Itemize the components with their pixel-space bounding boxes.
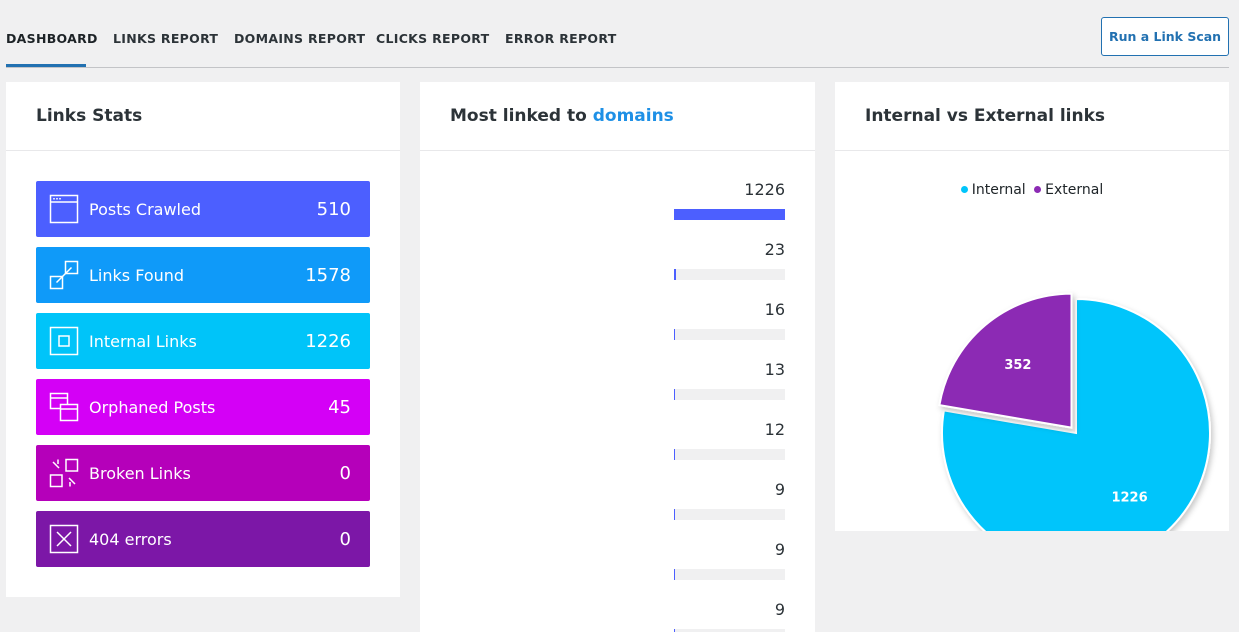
card-title-text: Most linked to [450,106,587,126]
stat-value: 0 [339,462,351,484]
stat-value: 1226 [305,330,351,352]
nav-divider [6,67,1229,68]
tab-links-report[interactable]: LINKS REPORT [113,31,219,46]
card-title: Internal vs External links [865,106,1106,126]
domain-bar-fill [674,569,675,580]
stat-links-found[interactable]: Links Found 1578 [36,247,370,303]
pie-label-external: 352 [1004,358,1031,373]
broken-link-icon [49,458,79,488]
stat-value: 0 [339,528,351,550]
stat-internal-links[interactable]: Internal Links 1226 [36,313,370,369]
domain-bar-fill [674,629,675,632]
tab-error-report[interactable]: ERROR REPORT [505,31,617,46]
stat-label: Posts Crawled [89,199,201,219]
domain-bar-track [674,389,785,400]
domain-count: 9 [774,540,785,559]
pie-legend: Internal External [835,182,1229,198]
browser-window-icon [49,194,79,224]
stat-label: Links Found [89,265,185,285]
domain-bar-fill [674,389,676,400]
legend-item-internal[interactable]: Internal [960,182,1026,198]
domain-bar-fill [674,269,677,280]
stat-label: Orphaned Posts [89,397,216,417]
domain-count: 1226 [744,180,785,199]
domain-bar-fill [674,329,676,340]
domain-count: 9 [774,600,785,619]
active-tab-indicator [6,64,86,67]
legend-label: External [1045,182,1104,198]
domain-bar-track [674,209,785,220]
stat-value: 1578 [305,264,351,286]
stat-orphaned-posts[interactable]: Orphaned Posts 45 [36,379,370,435]
stat-value: 45 [328,396,351,418]
legend-dot [960,186,968,193]
domain-bar-track [674,329,785,340]
card-header: Internal vs External links [835,82,1229,151]
card-title: Links Stats [36,106,143,126]
most-linked-domains-card: Most linked to domains 1226 23 16 13 12 9 9 9 [420,82,815,632]
card-header: Most linked to domains [420,82,815,151]
legend-dot [1034,186,1042,193]
domain-bar-fill [674,509,675,520]
domain-bar-fill [674,209,785,220]
domain-count: 13 [764,360,785,379]
domain-count: 12 [764,420,785,439]
pie-slice-external[interactable] [938,292,1073,429]
links-stats-card: Links Stats Posts Crawled 510 Links Foun… [6,82,400,597]
top-navigation: DASHBOARD LINKS REPORT DOMAINS REPORT CL… [0,0,1239,68]
stat-posts-crawled[interactable]: Posts Crawled 510 [36,181,370,237]
domain-count: 16 [764,300,785,319]
tab-clicks-report[interactable]: CLICKS REPORT [376,31,490,46]
run-link-scan-button[interactable]: Run a Link Scan [1101,17,1229,56]
domain-count: 9 [774,480,785,499]
pie-slice-internal[interactable] [941,297,1211,531]
close-box-icon [49,524,79,554]
legend-label: Internal [971,182,1026,198]
domain-bar-track [674,449,785,460]
card-title: Most linked to domains [450,106,674,126]
internal-vs-external-card: Internal vs External links Internal Exte… [835,82,1229,531]
link-icon [49,260,79,290]
tab-domains-report[interactable]: DOMAINS REPORT [234,31,366,46]
domains-link[interactable]: domains [592,106,674,126]
legend-item-external[interactable]: External [1034,182,1103,198]
domain-bar-track [674,629,785,632]
domain-bar-track [674,509,785,520]
pie-label-internal: 1226 [1111,491,1147,506]
domain-bar-fill [674,449,676,460]
stat-value: 510 [316,198,351,220]
card-header: Links Stats [6,82,400,151]
stat-label: 404 errors [89,529,172,549]
internal-link-icon [49,326,79,356]
domain-bar-track [674,269,785,280]
stat-label: Internal Links [89,331,197,351]
stat-label: Broken Links [89,463,191,483]
domain-bar-track [674,569,785,580]
orphaned-windows-icon [49,392,79,422]
stat-broken-links[interactable]: Broken Links 0 [36,445,370,501]
domain-count: 23 [764,240,785,259]
tab-dashboard[interactable]: DASHBOARD [6,31,98,46]
stat-404-errors[interactable]: 404 errors 0 [36,511,370,567]
